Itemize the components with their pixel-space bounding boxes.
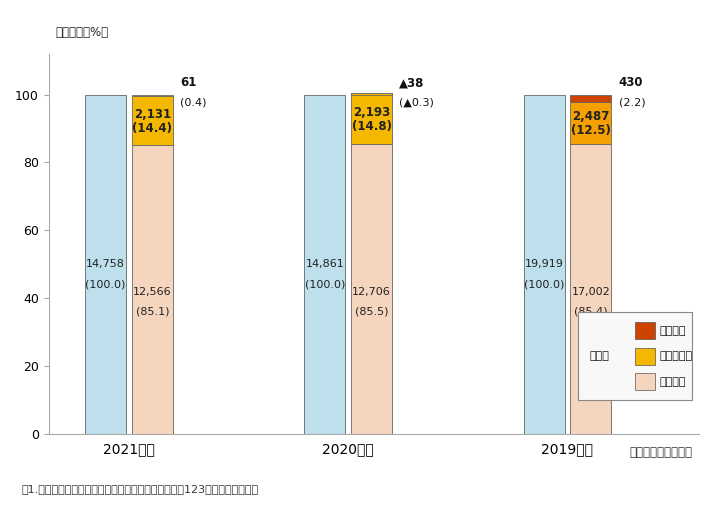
Text: (85.4): (85.4) bbox=[574, 307, 608, 317]
Text: 矢野経済研究所調べ: 矢野経済研究所調べ bbox=[630, 446, 693, 459]
Bar bbox=[351, 144, 392, 434]
Text: 12,566: 12,566 bbox=[133, 286, 171, 297]
Text: 売上原価: 売上原価 bbox=[660, 377, 686, 386]
Text: 19,919: 19,919 bbox=[525, 260, 563, 269]
Text: 営業利益: 営業利益 bbox=[660, 325, 686, 336]
Text: （百万円、%）: （百万円、%） bbox=[55, 25, 109, 39]
Text: (100.0): (100.0) bbox=[524, 280, 564, 289]
Text: (100.0): (100.0) bbox=[305, 280, 345, 289]
Bar bbox=[570, 101, 611, 144]
Text: 61: 61 bbox=[180, 77, 196, 89]
Bar bbox=[351, 93, 392, 94]
Text: (0.4): (0.4) bbox=[180, 98, 206, 108]
Bar bbox=[635, 322, 655, 339]
Bar bbox=[132, 145, 173, 434]
Text: (12.5): (12.5) bbox=[571, 124, 610, 137]
Bar bbox=[570, 144, 611, 434]
Bar bbox=[635, 348, 655, 365]
Bar bbox=[351, 93, 392, 144]
Text: (85.5): (85.5) bbox=[355, 307, 388, 317]
Bar bbox=[85, 94, 126, 434]
Text: 12,706: 12,706 bbox=[352, 286, 391, 297]
Bar bbox=[132, 96, 173, 145]
Bar bbox=[523, 94, 565, 434]
Text: 2,193: 2,193 bbox=[353, 106, 391, 119]
Text: (85.1): (85.1) bbox=[136, 307, 169, 317]
Text: 2,131: 2,131 bbox=[134, 108, 171, 121]
Text: (2.2): (2.2) bbox=[618, 98, 645, 108]
Text: 17,002: 17,002 bbox=[571, 286, 610, 297]
Text: (▲0.3): (▲0.3) bbox=[399, 98, 434, 108]
Text: 販売管理費: 販売管理費 bbox=[660, 351, 693, 361]
Text: 2,487: 2,487 bbox=[572, 110, 610, 123]
Text: (14.8): (14.8) bbox=[351, 120, 391, 133]
Text: 売上高: 売上高 bbox=[589, 351, 609, 361]
Text: 14,758: 14,758 bbox=[86, 260, 125, 269]
Bar bbox=[635, 373, 655, 390]
Bar bbox=[132, 94, 173, 96]
Text: 430: 430 bbox=[618, 77, 643, 89]
FancyBboxPatch shape bbox=[578, 312, 692, 400]
Text: ▲38: ▲38 bbox=[399, 77, 425, 89]
Bar bbox=[570, 94, 611, 101]
Text: 14,861: 14,861 bbox=[306, 260, 344, 269]
Text: (100.0): (100.0) bbox=[86, 280, 126, 289]
Text: 注1.当社が任意に抜出した、パチンコホール経営企業123社の各年度平均値: 注1.当社が任意に抜出した、パチンコホール経営企業123社の各年度平均値 bbox=[21, 484, 258, 494]
Bar bbox=[304, 94, 346, 434]
Text: (14.4): (14.4) bbox=[132, 122, 172, 135]
